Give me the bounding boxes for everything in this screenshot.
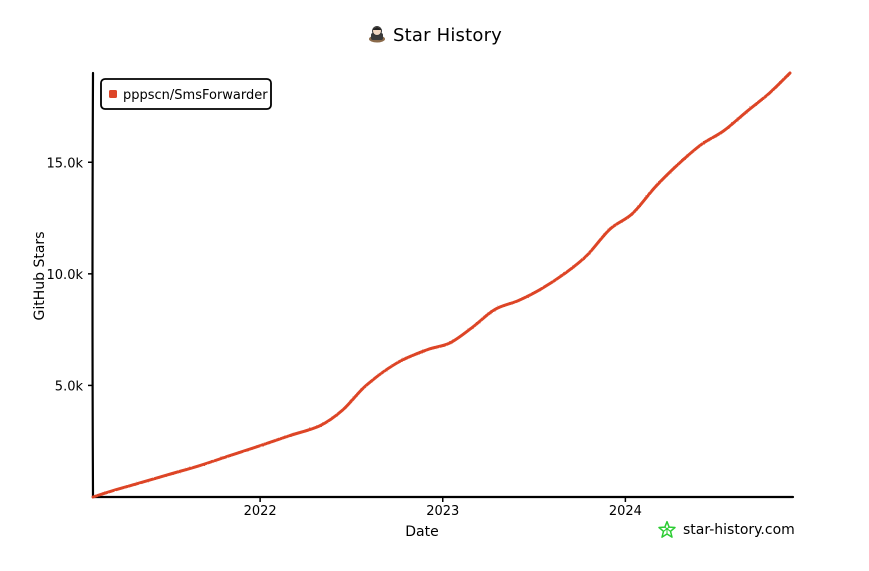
y-ticks: 5.0k 10.0k 15.0k: [47, 156, 93, 394]
chart-title: Star History: [0, 24, 869, 46]
series-layer: [91, 71, 792, 499]
legend-label-pppscn-smsforwarder: pppscn/SmsForwarder: [123, 88, 268, 103]
legend-box: [100, 78, 272, 110]
y-tick-label: 5.0k: [55, 379, 84, 394]
y-axis-line: [91, 71, 95, 499]
watermark: star-history.com: [657, 520, 795, 540]
star-outline-icon: [658, 520, 676, 538]
legend-swatch-pppscn-smsforwarder: [109, 90, 117, 98]
x-ticks: 2022 2023 2024: [244, 497, 642, 519]
series-line-pppscn-smsforwarder: [91, 71, 792, 499]
octocat-avatar-icon: [368, 26, 385, 43]
x-tick-label: 2024: [609, 504, 642, 519]
watermark-text: star-history.com: [683, 522, 795, 538]
x-axis-label: Date: [405, 524, 438, 540]
x-tick-label: 2023: [426, 504, 459, 519]
x-axis-line: [91, 495, 795, 499]
y-axis-label: GitHub Stars: [32, 232, 48, 321]
x-tick-label: 2022: [244, 504, 277, 519]
y-tick-label: 15.0k: [47, 156, 84, 171]
legend: pppscn/SmsForwarder: [100, 78, 272, 110]
chart-title-text: Star History: [392, 25, 503, 46]
y-tick-label: 10.0k: [47, 268, 84, 283]
